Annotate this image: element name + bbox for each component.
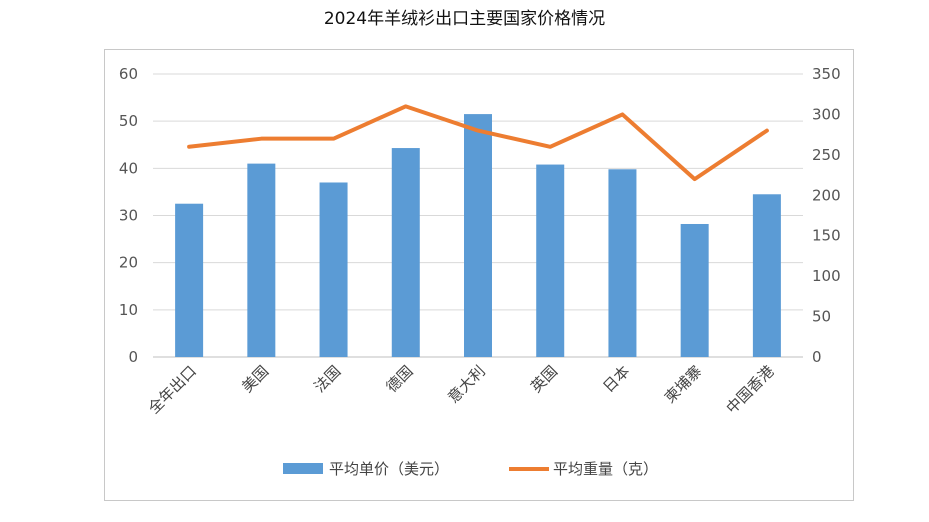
line-point (405, 105, 407, 107)
x-category-label: 美国 (238, 362, 272, 396)
x-category-label: 英国 (527, 362, 561, 396)
y-left-tick-label: 40 (119, 159, 138, 177)
y-right-tick-label: 50 (812, 308, 831, 326)
line-point (694, 178, 696, 180)
x-category-label: 柬埔寨 (661, 362, 706, 407)
line-point (549, 146, 551, 148)
bar (247, 163, 276, 357)
bar (391, 148, 420, 357)
x-category-label: 日本 (599, 362, 633, 396)
bar (608, 169, 637, 357)
x-category-label: 意大利 (444, 362, 489, 407)
x-category-label: 德国 (383, 362, 417, 396)
y-right-tick-label: 150 (812, 227, 841, 245)
legend-label-bar: 平均单价（美元） (329, 460, 449, 478)
y-right-tick-label: 0 (812, 348, 822, 366)
bar (464, 114, 492, 357)
x-category-label: 全年出口 (145, 362, 200, 417)
y-right-tick-label: 350 (812, 65, 841, 83)
bar (175, 203, 204, 357)
legend-label-line: 平均重量（克） (553, 460, 658, 478)
bar (752, 194, 781, 357)
bar (536, 164, 565, 357)
y-left-tick-label: 50 (119, 112, 138, 130)
y-left-tick-label: 10 (119, 301, 138, 319)
line-point (333, 138, 335, 140)
line-point (766, 130, 768, 132)
y-left-tick-label: 60 (119, 65, 138, 83)
y-left-tick-label: 30 (119, 207, 138, 225)
y-right-tick-label: 300 (812, 105, 841, 123)
y-right-tick-label: 200 (812, 186, 841, 204)
bar (319, 182, 348, 357)
line-point (260, 138, 262, 140)
y-right-tick-label: 250 (812, 146, 841, 164)
bar (680, 223, 709, 357)
x-category-label: 法国 (310, 362, 344, 396)
chart-title: 2024年羊绒衫出口主要国家价格情况 (323, 9, 606, 29)
line-point (188, 146, 190, 148)
legend-swatch-bar (283, 463, 323, 474)
y-right-tick-label: 100 (812, 267, 841, 285)
x-category-label: 中国香港 (723, 362, 778, 417)
line-point (621, 113, 623, 115)
line-point (477, 130, 479, 132)
y-left-tick-label: 20 (119, 254, 138, 272)
chart-frame (104, 49, 854, 501)
y-left-tick-label: 0 (128, 348, 138, 366)
